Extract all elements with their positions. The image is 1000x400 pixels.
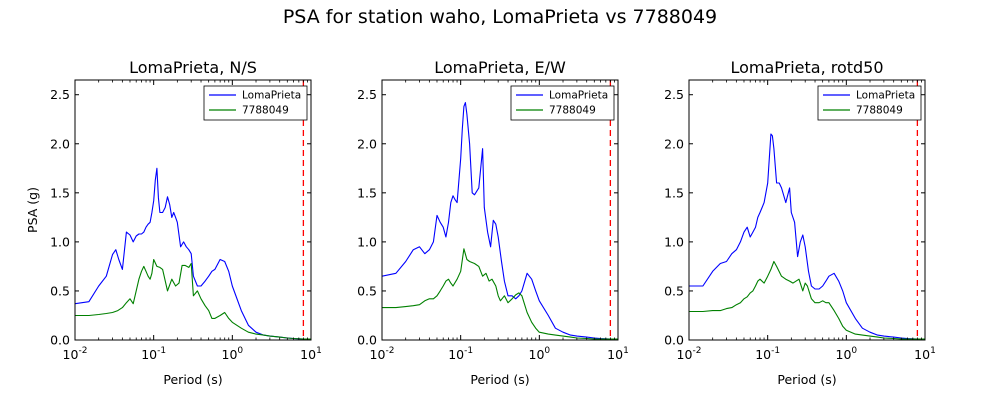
series-line-2 bbox=[382, 248, 618, 340]
chart-panel-2: LomaPrieta, E/W 0.0 0.5 1.0 1.5 2.0 2.5 10-2 10-… bbox=[357, 58, 629, 387]
y-tick-label: 2.5 bbox=[50, 87, 70, 102]
legend-box bbox=[510, 85, 615, 121]
y-tick-label: 0.0 bbox=[357, 333, 377, 348]
x-tick-label: 10-1 bbox=[755, 346, 780, 362]
axes-frame bbox=[688, 79, 926, 341]
y-tick-label: 0.0 bbox=[664, 333, 684, 348]
series-line-2 bbox=[689, 260, 925, 340]
y-tick-label: 1.0 bbox=[357, 234, 377, 249]
y-tick-label: 0.5 bbox=[664, 283, 684, 298]
series-line-2 bbox=[75, 258, 311, 340]
y-tick-label: 1.0 bbox=[664, 234, 684, 249]
legend: LomaPrieta 7788049 bbox=[203, 85, 308, 121]
series-line-1 bbox=[382, 102, 618, 340]
x-tick-label: 101 bbox=[300, 346, 322, 362]
axes-frame bbox=[381, 79, 619, 341]
x-tick-label: 10-1 bbox=[448, 346, 473, 362]
plot-area bbox=[382, 80, 618, 340]
legend-label: LomaPrieta bbox=[549, 90, 608, 102]
x-tick-label: 101 bbox=[914, 346, 936, 362]
x-tick-label: 100 bbox=[836, 346, 858, 362]
legend-label: 7788049 bbox=[856, 105, 903, 117]
y-tick-label: 2.5 bbox=[664, 87, 684, 102]
panel-title: LomaPrieta, rotd50 bbox=[730, 58, 883, 77]
x-tick-label: 10-1 bbox=[141, 346, 166, 362]
y-tick-label: 1.5 bbox=[664, 185, 684, 200]
legend-box bbox=[203, 85, 308, 121]
x-axis-label: Period (s) bbox=[163, 372, 222, 387]
x-tick-label: 101 bbox=[607, 346, 629, 362]
y-tick-label: 1.5 bbox=[357, 185, 377, 200]
legend: LomaPrieta 7788049 bbox=[510, 85, 615, 121]
series-line-1 bbox=[75, 167, 311, 340]
axes-frame bbox=[74, 79, 312, 341]
x-tick-label: 100 bbox=[529, 346, 551, 362]
y-axis-label: PSA (g) bbox=[25, 187, 40, 233]
y-tick-label: 2.0 bbox=[664, 136, 684, 151]
y-tick-label: 1.5 bbox=[50, 185, 70, 200]
chart-panel-3: LomaPrieta, rotd50 0.0 0.5 1.0 1.5 2.0 2.5 10-2… bbox=[664, 58, 936, 387]
x-tick-label: 10-2 bbox=[370, 346, 395, 362]
legend-label: LomaPrieta bbox=[856, 90, 915, 102]
y-tick-label: 2.0 bbox=[357, 136, 377, 151]
y-tick-label: 0.5 bbox=[357, 283, 377, 298]
legend-label: 7788049 bbox=[242, 105, 289, 117]
y-tick-label: 1.0 bbox=[50, 234, 70, 249]
x-axis-label: Period (s) bbox=[470, 372, 529, 387]
legend-label: 7788049 bbox=[549, 105, 596, 117]
panel-title: LomaPrieta, N/S bbox=[129, 58, 257, 77]
x-tick-label: 10-2 bbox=[63, 346, 88, 362]
series-line-1 bbox=[689, 133, 925, 340]
x-tick-label: 100 bbox=[222, 346, 244, 362]
x-axis-label: Period (s) bbox=[777, 372, 836, 387]
legend-label: LomaPrieta bbox=[242, 90, 301, 102]
legend: LomaPrieta 7788049 bbox=[817, 85, 922, 121]
x-tick-label: 10-2 bbox=[677, 346, 702, 362]
plot-area bbox=[75, 80, 311, 340]
y-tick-label: 2.5 bbox=[357, 87, 377, 102]
y-tick-label: 0.0 bbox=[50, 333, 70, 348]
legend-box bbox=[817, 85, 922, 121]
y-tick-label: 0.5 bbox=[50, 283, 70, 298]
y-tick-label: 2.0 bbox=[50, 136, 70, 151]
figure-title: PSA for station waho, LomaPrieta vs 7788… bbox=[283, 6, 717, 28]
panel-title: LomaPrieta, E/W bbox=[434, 58, 566, 77]
chart-panel-1: LomaPrieta, N/S 0.0 0.5 1.0 1.5 2.0 2.5 10-2 10-… bbox=[25, 58, 322, 387]
plot-area bbox=[689, 80, 925, 340]
